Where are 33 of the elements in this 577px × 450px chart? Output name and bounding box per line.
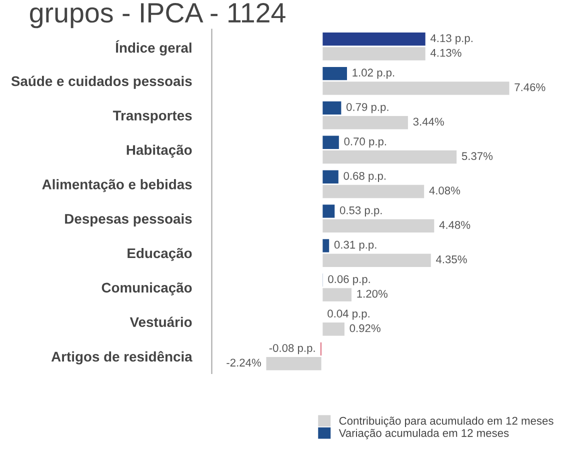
data-label: 4.35% — [436, 255, 467, 264]
data-label: 0.68 p.p. — [344, 172, 386, 182]
data-label: 1.20% — [357, 290, 388, 298]
data-label: 5.37% — [462, 152, 493, 160]
data-label: 0.79 p.p. — [346, 103, 388, 114]
y-tick-label: Habitação — [126, 144, 192, 158]
chart-title: grupos - IPCA - 1124 — [30, 2, 286, 28]
y-tick-label: Despesas pessoais — [65, 214, 192, 226]
data-label: 0.31 p.p. — [334, 240, 376, 251]
y-tick-label: Índice geral — [116, 40, 192, 56]
data-label: 4.48% — [439, 221, 470, 229]
data-label: 0.92% — [350, 324, 380, 332]
legend-label: Variação acumulada em 12 meses — [338, 428, 509, 440]
data-label: -0.08 p.p. — [269, 344, 315, 354]
data-label: 0.53 p.p. — [340, 206, 382, 216]
data-label: 4.13 p.p. — [430, 34, 472, 44]
y-tick-label: Educação — [128, 248, 192, 261]
legend-label: Contribuição para acumulado em 12 meses — [339, 416, 554, 427]
y-tick-label: Comunicação — [102, 282, 192, 296]
data-label: -2.24% — [226, 358, 261, 367]
data-label: 7.46% — [514, 83, 546, 92]
data-label: 4.13% — [430, 48, 462, 57]
data-label: 0.04 p.p. — [328, 310, 370, 320]
data-label: 4.08% — [429, 186, 460, 194]
y-tick-label: Vestuário — [130, 316, 192, 328]
data-label: 0.70 p.p. — [344, 138, 386, 148]
y-tick-label: Transportes — [112, 110, 192, 124]
data-label: 1.02 p.p. — [352, 68, 394, 79]
y-tick-label: Artigos de residência — [51, 351, 192, 364]
data-label: 3.44% — [413, 118, 444, 126]
data-label: 0.06 p.p. — [328, 275, 370, 286]
y-tick-label: Alimentação e bebidas — [42, 179, 192, 192]
y-tick-label: Saúde e cuidados pessoais — [11, 76, 192, 89]
